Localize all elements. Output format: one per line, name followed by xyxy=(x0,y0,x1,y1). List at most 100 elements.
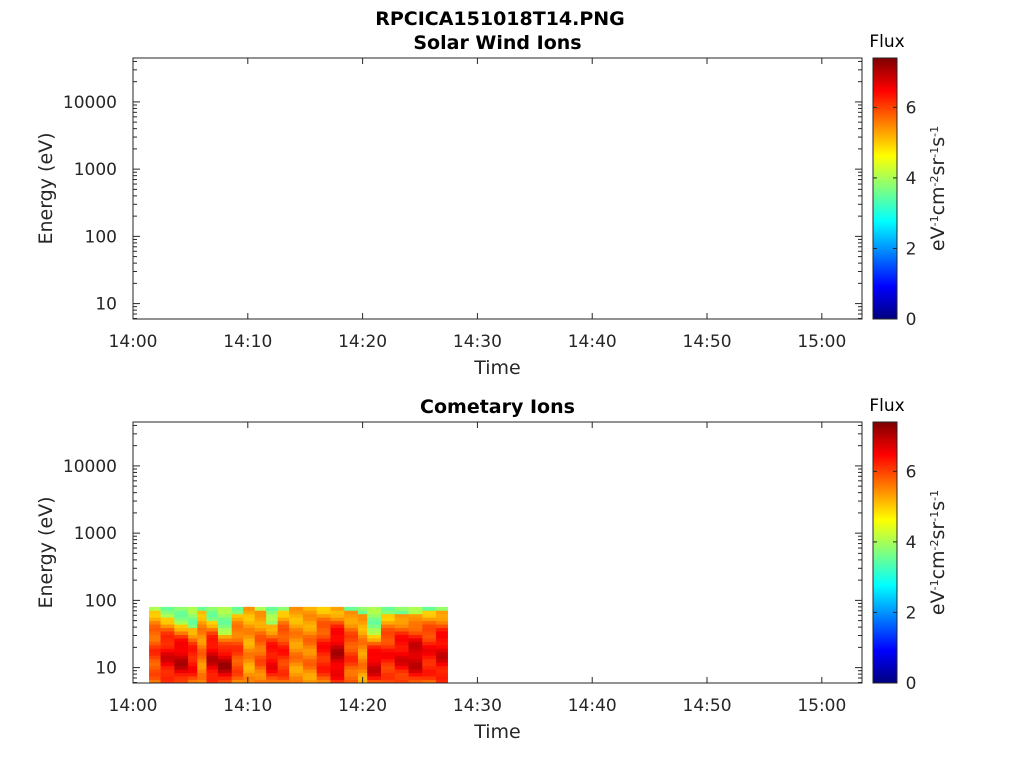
spectrogram-cell xyxy=(436,644,448,649)
units-base: sr xyxy=(927,158,949,176)
spectrogram-cell xyxy=(197,610,207,615)
colorbar-units-label: eV-1cm-2sr-1s-1 xyxy=(927,490,949,615)
spectrogram-cell xyxy=(243,606,256,611)
spectrogram-cell xyxy=(316,665,331,670)
spectrogram-cell xyxy=(197,638,207,642)
spectrogram-cell xyxy=(188,658,198,663)
spectrogram-cell xyxy=(243,617,256,622)
spectrogram-cell xyxy=(367,634,382,639)
spectrogram-cell xyxy=(243,669,256,674)
spectrogram-cell xyxy=(188,606,198,611)
spectrogram-cell xyxy=(254,648,267,653)
spectrogram-cell xyxy=(217,644,233,649)
colorbar-title: Flux xyxy=(869,32,904,52)
spectrogram-cell xyxy=(436,669,448,674)
x-tick-label: 14:10 xyxy=(223,332,272,352)
spectrogram-cell xyxy=(231,613,244,618)
spectrogram-cell xyxy=(436,624,448,629)
spectrogram-cell xyxy=(231,644,244,649)
spectrogram-cell xyxy=(188,620,198,625)
spectrogram-cell xyxy=(188,627,198,632)
spectrogram-cell xyxy=(174,679,189,684)
spectrogram-cell xyxy=(149,669,161,674)
spectrogram-cell xyxy=(302,644,318,649)
spectrogram-cell xyxy=(408,606,423,611)
spectrogram-cell xyxy=(217,658,233,663)
spectrogram-cell xyxy=(188,641,198,646)
spectrogram-cell xyxy=(436,651,448,656)
spectrogram-cell xyxy=(289,627,304,632)
spectrogram-cell xyxy=(254,651,267,656)
spectrogram-cell xyxy=(197,665,207,670)
spectrogram-cell xyxy=(380,665,396,670)
units-base: eV xyxy=(927,590,949,615)
spectrogram-cell xyxy=(254,676,267,680)
spectrogram-cell xyxy=(277,627,290,632)
spectrogram-cell xyxy=(302,613,318,618)
spectrogram-cell xyxy=(367,676,382,680)
spectrogram-data xyxy=(149,606,448,684)
spectrogram-cell xyxy=(206,662,219,667)
spectrogram-cell xyxy=(254,672,267,677)
spectrogram-cell xyxy=(266,672,279,677)
spectrogram-cell xyxy=(367,655,382,660)
spectrogram-cell xyxy=(217,641,233,646)
spectrogram-cell xyxy=(266,679,279,684)
spectrogram-cell xyxy=(394,638,409,642)
spectrogram-cell xyxy=(358,644,368,649)
spectrogram-cell xyxy=(367,648,382,653)
spectrogram-cell xyxy=(380,651,396,656)
spectrogram-cell xyxy=(316,638,331,642)
spectrogram-cell xyxy=(302,676,318,680)
spectrogram-cell xyxy=(367,638,382,642)
spectrogram-cell xyxy=(277,613,290,618)
spectrogram-cell xyxy=(160,648,175,653)
spectrogram-cell xyxy=(344,641,359,646)
spectrogram-cell xyxy=(160,644,175,649)
spectrogram-cell xyxy=(217,617,233,622)
spectrogram-cell xyxy=(302,651,318,656)
spectrogram-cell xyxy=(266,617,279,622)
spectrogram-cell xyxy=(289,679,304,684)
spectrogram-cell xyxy=(316,672,331,677)
spectrogram-cell xyxy=(330,631,345,635)
spectrogram-cell xyxy=(277,641,290,646)
panel-title: Solar Wind Ions xyxy=(413,32,581,54)
spectrogram-cell xyxy=(344,627,359,632)
spectrogram-cell xyxy=(160,606,175,611)
colorbar-title: Flux xyxy=(869,396,904,416)
spectrogram-cell xyxy=(160,641,175,646)
spectrogram-cell xyxy=(408,676,423,680)
spectrogram-cell xyxy=(277,669,290,674)
spectrogram-cell xyxy=(394,634,409,639)
spectrogram-cell xyxy=(358,606,368,611)
spectrogram-cell xyxy=(344,662,359,667)
spectrogram-cell xyxy=(330,676,345,680)
spectrogram-cell xyxy=(206,648,219,653)
spectrogram-cell xyxy=(422,644,437,649)
spectrogram-cell xyxy=(436,606,448,611)
spectrogram-cell xyxy=(302,672,318,677)
spectrogram-cell xyxy=(231,651,244,656)
spectrogram-cell xyxy=(254,655,267,660)
spectrogram-cell xyxy=(330,658,345,663)
spectrogram-cell xyxy=(380,662,396,667)
spectrogram-cell xyxy=(330,662,345,667)
spectrogram-cell xyxy=(277,648,290,653)
spectrogram-cell xyxy=(231,617,244,622)
spectrogram-cell xyxy=(394,672,409,677)
y-tick-label: 10000 xyxy=(63,93,117,113)
spectrogram-cell xyxy=(254,631,267,635)
spectrogram-cell xyxy=(217,624,233,629)
spectrogram-cell xyxy=(188,665,198,670)
y-tick-label: 10 xyxy=(95,659,117,679)
plot-frame xyxy=(132,57,863,320)
spectrogram-cell xyxy=(197,669,207,674)
spectrogram-cell xyxy=(380,638,396,642)
spectrogram-cell xyxy=(206,641,219,646)
spectrogram-cell xyxy=(160,638,175,642)
spectrogram-cell xyxy=(197,655,207,660)
spectrogram-cell xyxy=(254,669,267,674)
units-base: cm xyxy=(927,550,949,579)
spectrogram-cell xyxy=(149,613,161,618)
